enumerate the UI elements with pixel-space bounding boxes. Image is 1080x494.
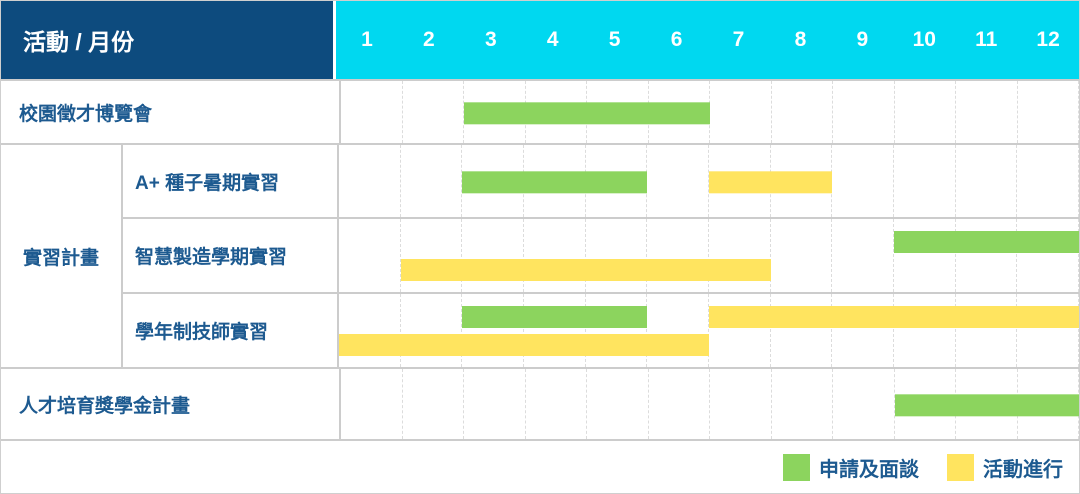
month-grid-cell: [647, 145, 710, 217]
row-label: A+ 種子暑期實習: [135, 172, 280, 194]
month-grid-cell: [1017, 294, 1079, 367]
month-grid-cell: [833, 369, 895, 439]
month-grid-cell: [1018, 81, 1079, 143]
month-header-cell: 7: [732, 28, 745, 51]
month-header-cell: 8: [794, 28, 807, 51]
month-grid-cell: [339, 294, 401, 367]
row-timeline: [339, 81, 1079, 143]
month-header-cell: 5: [608, 28, 621, 51]
month-grid-cell: [647, 219, 710, 292]
month-grid-cell: [894, 145, 956, 217]
row-label: 智慧製造學期實習: [135, 247, 288, 268]
month-grid-cell: [832, 145, 895, 217]
gantt-bar-application: [894, 231, 1079, 253]
month-header-cell: 2: [423, 28, 435, 51]
group-rows: A+ 種子暑期實習 智慧製造學期實習 學年制技師實習: [123, 145, 1079, 367]
month-grid-cell: [832, 294, 895, 367]
month-grid-cell: [772, 369, 833, 439]
month-grid-cell: [649, 369, 710, 439]
month-header-cell: 3: [484, 28, 497, 51]
month-header-cell: 10: [912, 28, 936, 51]
table-row: A+ 種子暑期實習: [123, 145, 1079, 219]
gantt-bar-application: [464, 102, 710, 125]
month-grid-cell: [710, 81, 772, 143]
month-grid-cell: [894, 219, 956, 292]
month-header-row: 1 2 3 4 5 6 7 8 9 10 11 12: [336, 1, 1079, 79]
month-header-cell: 12: [1036, 28, 1060, 51]
month-grid-cell: [587, 369, 649, 439]
month-grid-cell: [586, 219, 648, 292]
month-grid-cell: [956, 81, 1018, 143]
row-label: 人才培育獎學金計畫: [19, 395, 191, 417]
month-grid-cell: [401, 145, 463, 217]
month-grid-cell: [833, 81, 895, 143]
month-grid-cell: [771, 294, 833, 367]
gantt-bar-activity: [400, 259, 771, 281]
gantt-bar-application: [894, 394, 1079, 417]
table-row: 校園徵才博覽會: [1, 81, 1079, 145]
month-grid-cell: [832, 219, 895, 292]
month-header-cell: 9: [856, 28, 869, 51]
month-grid-cell: [339, 219, 401, 292]
month-grid-cell: [1017, 219, 1079, 292]
corner-header-cell: 活動 / 月份: [1, 1, 336, 79]
table-row: 智慧製造學期實習: [123, 219, 1079, 294]
gantt-bar-activity: [709, 171, 833, 194]
gantt-bar-application: [462, 306, 648, 328]
month-grid-cell: [710, 369, 772, 439]
legend-label: 申請及面談: [819, 458, 919, 481]
gantt-bar-activity: [339, 334, 709, 356]
month-grid-cell: [401, 219, 463, 292]
month-grid-cell: [772, 81, 833, 143]
corner-header-label: 活動 / 月份: [23, 29, 135, 55]
legend: 申請及面談 活動進行: [1, 441, 1079, 493]
month-grid-cell: [526, 369, 587, 439]
legend-item-activity: 活動進行: [947, 453, 1063, 482]
group-label: 實習計畫: [1, 145, 123, 367]
gantt-bar-activity: [709, 306, 1079, 328]
month-grid-cell: [403, 369, 464, 439]
month-grid-cell: [647, 294, 710, 367]
month-grid-cell: [403, 81, 464, 143]
row-timeline: [339, 369, 1079, 439]
row-label: 學年制技師實習: [135, 322, 269, 343]
month-header-cell: 1: [361, 28, 373, 51]
month-grid-cell: [895, 81, 956, 143]
month-grid-cell: [341, 81, 403, 143]
month-grid-cell: [771, 219, 833, 292]
month-grid-cell: [524, 294, 586, 367]
month-grid-cell: [1017, 145, 1079, 217]
row-label: 校園徵才博覽會: [19, 103, 153, 125]
gantt-bar-application: [462, 171, 648, 194]
table-row: 人才培育獎學金計畫: [1, 369, 1079, 441]
month-header-cell: 6: [670, 28, 683, 51]
month-grid-cell: [956, 294, 1018, 367]
month-grid-cell: [956, 219, 1018, 292]
month-grid-cell: [524, 219, 586, 292]
row-timeline: [337, 145, 1079, 217]
month-grid-cell: [586, 294, 648, 367]
month-grid-cell: [709, 219, 771, 292]
month-header-cell: 11: [975, 28, 998, 51]
legend-item-application: 申請及面談: [783, 453, 919, 482]
month-header-cell: 4: [546, 28, 559, 51]
month-grid-cell: [464, 369, 526, 439]
table-row: 學年制技師實習: [123, 294, 1079, 367]
month-grid-cell: [462, 219, 525, 292]
legend-swatch-green-icon: [783, 453, 810, 481]
month-grid-cell: [401, 294, 463, 367]
row-timeline: [337, 219, 1079, 292]
month-grid-cell: [709, 294, 771, 367]
row-timeline: [337, 294, 1079, 367]
header-row: 活動 / 月份 1 2 3 4 5 6 7 8 9 10 11 12: [1, 1, 1079, 81]
legend-label: 活動進行: [983, 458, 1063, 481]
legend-swatch-yellow-icon: [947, 453, 974, 481]
month-grid-cell: [462, 294, 525, 367]
month-grid-cell: [956, 145, 1018, 217]
month-grid-cell: [341, 369, 403, 439]
group-section: 實習計畫 A+ 種子暑期實習 智慧製造學期實習 學年制技師實習: [1, 145, 1079, 369]
month-grid-cell: [894, 294, 956, 367]
month-grid-cell: [339, 145, 401, 217]
